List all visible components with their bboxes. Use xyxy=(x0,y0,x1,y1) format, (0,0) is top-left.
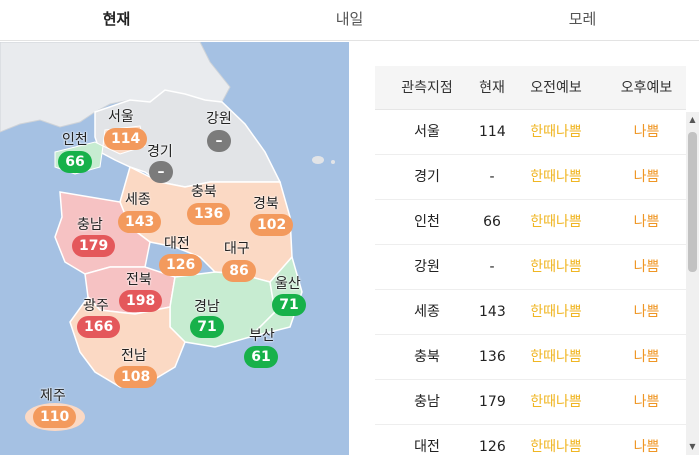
chevron-down-icon[interactable]: ▼ xyxy=(689,442,696,451)
table-row: 세종 143 한때나쁨 나쁨 xyxy=(375,290,686,335)
region-badge-incheon[interactable]: 66 xyxy=(58,151,92,173)
region-badge-gyeongnam[interactable]: 71 xyxy=(190,316,224,338)
cell-current: 143 xyxy=(479,304,506,320)
region-label-gyeonggi: 경기 xyxy=(147,144,173,160)
region-label-gwangju: 광주 xyxy=(83,298,109,314)
region-label-chungbuk: 충북 xyxy=(191,184,217,200)
region-label-ulsan: 울산 xyxy=(275,276,301,292)
region-badge-gyeonggi[interactable]: – xyxy=(149,161,173,183)
cell-current: - xyxy=(489,169,495,185)
korea-air-quality-map: 서울 114 강원 – 인천 66 경기 – 세종 143 충북 136 경북 … xyxy=(0,42,349,455)
cell-pm-forecast: 나쁨 xyxy=(633,439,660,455)
cell-current: 114 xyxy=(479,124,506,140)
header-station: 관측지점 xyxy=(401,80,453,96)
cell-am-forecast: 한때나쁨 xyxy=(530,349,582,365)
cell-station: 경기 xyxy=(414,169,440,185)
region-badge-gangwon[interactable]: – xyxy=(207,130,231,152)
header-am-forecast: 오전예보 xyxy=(530,80,582,96)
cell-am-forecast: 한때나쁨 xyxy=(530,214,582,230)
cell-current: 136 xyxy=(479,349,506,365)
cell-current: - xyxy=(489,259,495,275)
cell-pm-forecast: 나쁨 xyxy=(633,259,660,275)
cell-am-forecast: 한때나쁨 xyxy=(530,304,582,320)
region-badge-jeonbuk[interactable]: 198 xyxy=(119,290,163,312)
chevron-up-icon[interactable]: ▲ xyxy=(689,115,696,124)
region-label-incheon: 인천 xyxy=(62,132,88,148)
cell-station: 충북 xyxy=(414,349,440,365)
cell-am-forecast: 한때나쁨 xyxy=(530,259,582,275)
region-label-seoul: 서울 xyxy=(108,109,134,125)
region-badge-jeju[interactable]: 110 xyxy=(33,406,77,428)
station-forecast-table: 관측지점 현재 오전예보 오후예보 서울 114 한때나쁨 나쁨 경기 - 한때… xyxy=(375,66,686,455)
region-badge-daegu[interactable]: 86 xyxy=(222,260,256,282)
header-current: 현재 xyxy=(479,80,505,96)
cell-current: 126 xyxy=(479,439,506,455)
table-row: 강원 - 한때나쁨 나쁨 xyxy=(375,245,686,290)
region-label-busan: 부산 xyxy=(249,328,275,344)
cell-am-forecast: 한때나쁨 xyxy=(530,169,582,185)
cell-station: 세종 xyxy=(414,304,440,320)
cell-pm-forecast: 나쁨 xyxy=(633,124,660,140)
region-label-gyeongbuk: 경북 xyxy=(253,196,279,212)
region-label-gyeongnam: 경남 xyxy=(194,299,220,315)
region-label-daegu: 대구 xyxy=(224,241,250,257)
cell-am-forecast: 한때나쁨 xyxy=(530,439,582,455)
table-row: 서울 114 한때나쁨 나쁨 xyxy=(375,110,686,155)
header-pm-forecast: 오후예보 xyxy=(620,80,673,96)
cell-pm-forecast: 나쁨 xyxy=(633,394,660,410)
cell-station: 충남 xyxy=(414,394,440,410)
table-body: 서울 114 한때나쁨 나쁨 경기 - 한때나쁨 나쁨 인천 66 한때나쁨 나… xyxy=(375,110,686,455)
region-badge-ulsan[interactable]: 71 xyxy=(272,294,306,316)
cell-station: 대전 xyxy=(414,439,440,455)
cell-pm-forecast: 나쁨 xyxy=(633,214,660,230)
forecast-day-tabs: 현재 내일 모레 xyxy=(0,0,699,41)
cell-am-forecast: 한때나쁨 xyxy=(530,124,582,140)
table-row: 충북 136 한때나쁨 나쁨 xyxy=(375,335,686,380)
region-badge-busan[interactable]: 61 xyxy=(244,346,278,368)
table-row: 대전 126 한때나쁨 나쁨 xyxy=(375,425,686,455)
cell-am-forecast: 한때나쁨 xyxy=(530,394,582,410)
region-label-sejong: 세종 xyxy=(125,192,151,208)
region-badge-seoul[interactable]: 114 xyxy=(104,128,148,150)
region-badge-sejong[interactable]: 143 xyxy=(118,211,162,233)
region-badge-gwangju[interactable]: 166 xyxy=(77,316,121,338)
tab-today[interactable]: 현재 xyxy=(102,10,131,28)
cell-station: 강원 xyxy=(414,259,440,275)
table-row: 충남 179 한때나쁨 나쁨 xyxy=(375,380,686,425)
region-badge-jeonnam[interactable]: 108 xyxy=(114,366,158,388)
tab-day-after-tomorrow[interactable]: 모레 xyxy=(568,10,597,28)
cell-station: 서울 xyxy=(414,124,440,140)
region-badge-gyeongbuk[interactable]: 102 xyxy=(250,214,294,236)
region-label-jeonbuk: 전북 xyxy=(126,272,152,288)
region-badge-chungbuk[interactable]: 136 xyxy=(187,203,231,225)
region-label-jeju: 제주 xyxy=(40,388,66,404)
table-scrollbar[interactable]: ▲ ▼ xyxy=(686,112,699,455)
cell-pm-forecast: 나쁨 xyxy=(633,349,660,365)
cell-station: 인천 xyxy=(414,214,440,230)
table-header: 관측지점 현재 오전예보 오후예보 xyxy=(375,66,686,110)
scrollbar-thumb[interactable] xyxy=(688,132,697,272)
region-label-gangwon: 강원 xyxy=(206,111,232,127)
region-label-chungnam: 충남 xyxy=(77,217,103,233)
tab-tomorrow[interactable]: 내일 xyxy=(335,10,364,28)
region-label-jeonnam: 전남 xyxy=(121,348,147,364)
region-badge-daejeon[interactable]: 126 xyxy=(159,254,203,276)
region-badge-chungnam[interactable]: 179 xyxy=(72,235,116,257)
table-row: 인천 66 한때나쁨 나쁨 xyxy=(375,200,686,245)
cell-pm-forecast: 나쁨 xyxy=(633,169,660,185)
cell-current: 179 xyxy=(479,394,506,410)
cell-pm-forecast: 나쁨 xyxy=(633,304,660,320)
table-row: 경기 - 한때나쁨 나쁨 xyxy=(375,155,686,200)
cell-current: 66 xyxy=(483,214,501,230)
region-label-daejeon: 대전 xyxy=(164,236,190,252)
